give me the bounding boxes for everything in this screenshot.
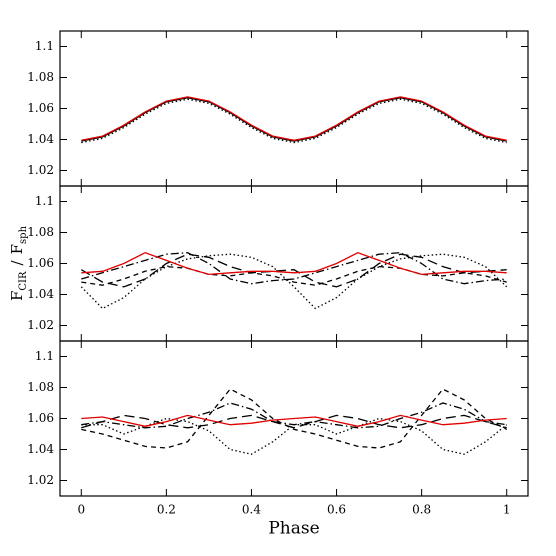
series-line [80, 253, 507, 288]
series-line [81, 251, 507, 276]
y-axis-label-part: CIR [18, 271, 29, 291]
y-tick-label: 1.1 [35, 349, 54, 363]
y-tick-label: 1.08 [27, 380, 54, 394]
y-axis-label-part: / [8, 259, 26, 265]
series-line [81, 97, 507, 142]
x-tick-label: 0 [77, 503, 85, 517]
y-tick-label: 1.08 [27, 225, 54, 239]
y-tick-label: 1.02 [27, 473, 54, 487]
series-line [81, 414, 507, 429]
plot-frame [59, 30, 529, 187]
y-axis-label-part: F [8, 291, 26, 301]
x-tick-label: 0.4 [242, 503, 261, 517]
y-tick-label: 1.1 [35, 39, 54, 53]
x-tick-label: 1 [503, 503, 511, 517]
y-axis-label: FCIR/Fsph [8, 225, 29, 301]
series-line [81, 98, 507, 144]
x-axis-label: Phase [268, 519, 319, 539]
plot-frame [59, 185, 529, 342]
y-axis-label-part: F [8, 244, 26, 254]
y-tick-label: 1.04 [27, 132, 54, 146]
series-line [81, 402, 507, 429]
series-line [81, 265, 507, 286]
y-tick-label: 1.06 [27, 101, 54, 115]
x-tick-label: 0.8 [412, 503, 431, 517]
series-line [81, 96, 507, 141]
y-tick-label: 1.04 [27, 287, 54, 301]
series-line [80, 253, 508, 310]
series-line [81, 388, 507, 449]
series-line [81, 417, 508, 455]
y-tick-label: 1.06 [27, 411, 54, 425]
y-tick-label: 1.02 [27, 318, 54, 332]
y-axis-label-part: sph [18, 225, 29, 244]
y-tick-label: 1.1 [35, 194, 54, 208]
series-line [81, 414, 507, 427]
y-tick-label: 1.04 [27, 442, 54, 456]
y-tick-label: 1.08 [27, 70, 54, 84]
y-tick-label: 1.06 [27, 256, 54, 270]
x-tick-label: 0.6 [327, 503, 346, 517]
x-tick-label: 0.2 [157, 503, 176, 517]
y-tick-label: 1.02 [27, 163, 54, 177]
